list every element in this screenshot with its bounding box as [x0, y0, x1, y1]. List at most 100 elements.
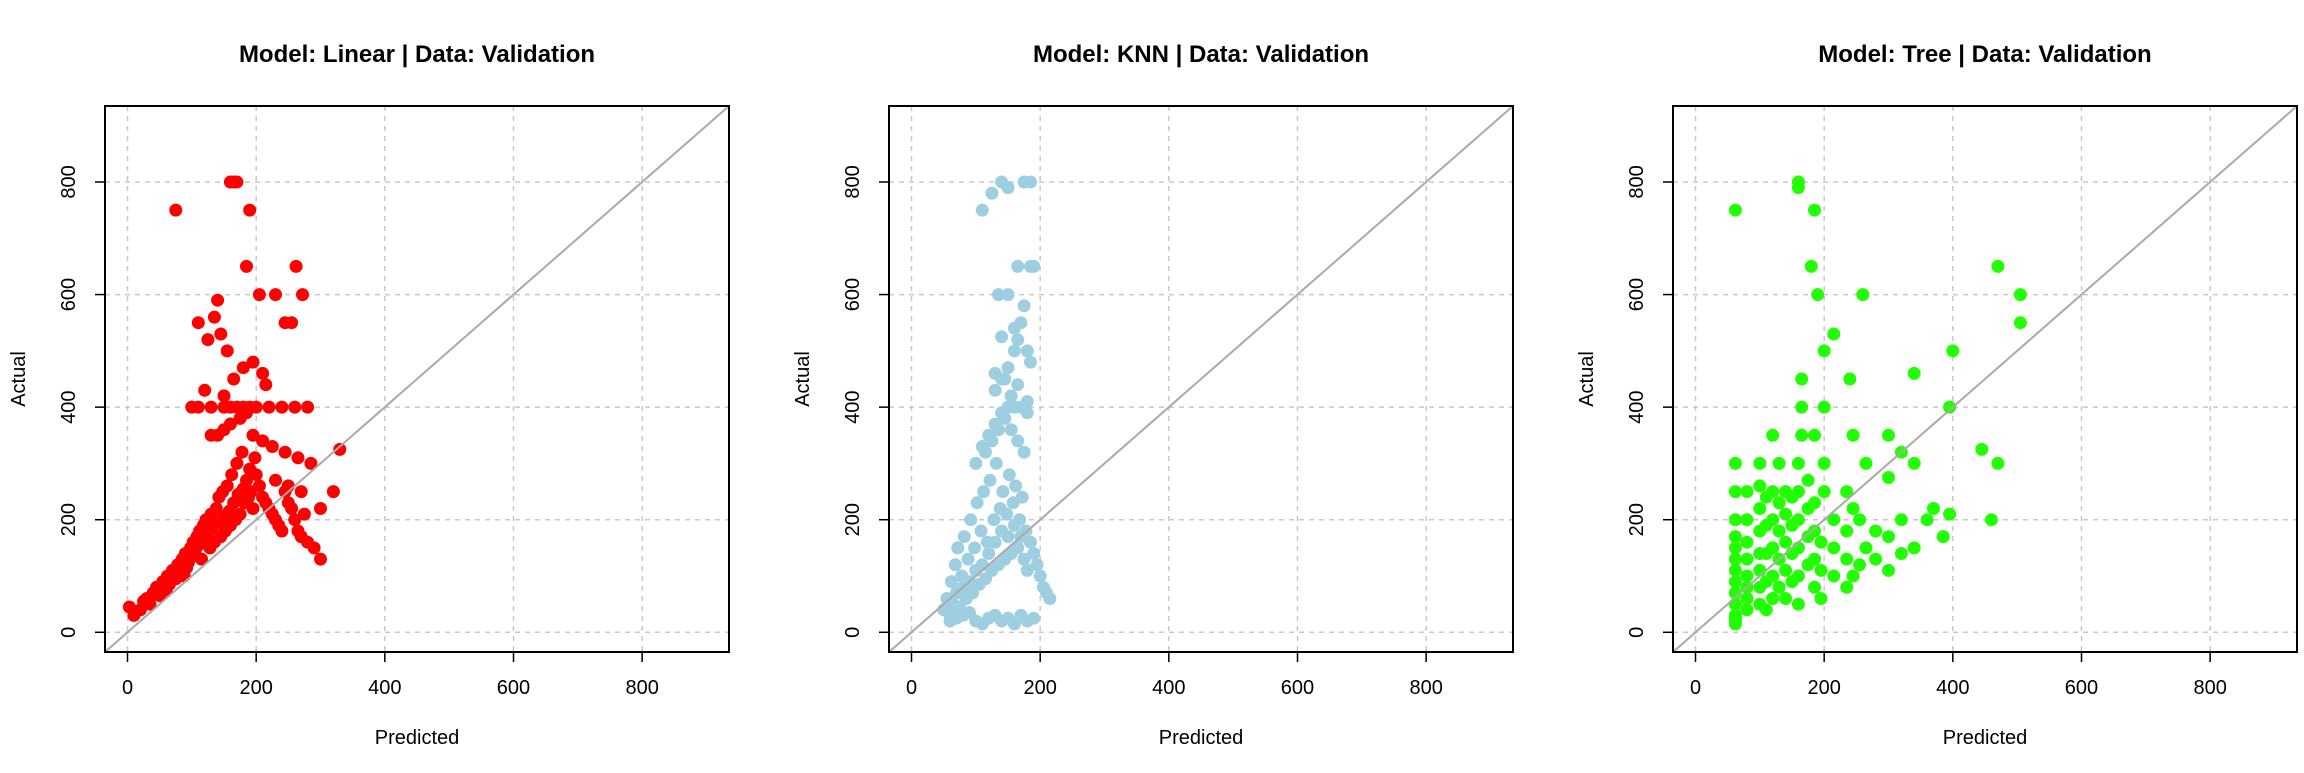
data-point — [288, 400, 302, 414]
data-point — [230, 456, 244, 470]
x-tick-label: 200 — [1023, 677, 1056, 699]
data-point — [977, 485, 991, 499]
data-point — [248, 451, 262, 465]
y-tick-label: 0 — [1626, 627, 1648, 638]
data-point — [1927, 502, 1940, 515]
data-point — [304, 456, 318, 470]
data-point — [240, 473, 253, 487]
data-point — [1779, 535, 1793, 549]
data-point — [1740, 603, 1754, 617]
data-point — [1728, 541, 1742, 555]
data-point — [1808, 580, 1821, 594]
x-tick-label: 0 — [122, 677, 133, 699]
data-point — [1827, 569, 1841, 583]
data-point — [227, 372, 241, 386]
data-point — [1011, 333, 1025, 347]
data-point — [1791, 485, 1805, 499]
data-point — [1791, 513, 1805, 527]
data-point — [269, 473, 282, 487]
data-point — [983, 473, 997, 487]
data-point — [294, 485, 308, 499]
data-point — [974, 524, 988, 538]
data-point — [1814, 535, 1828, 549]
reference-line — [104, 105, 730, 653]
data-point — [1907, 541, 1921, 555]
data-point — [169, 203, 183, 217]
data-point — [1753, 456, 1767, 470]
chart-title: Model: Linear | Data: Validation — [239, 41, 595, 68]
data-point — [1740, 535, 1754, 549]
data-point — [1840, 580, 1854, 594]
data-point — [307, 541, 321, 555]
data-point — [2013, 316, 2027, 330]
data-point — [1766, 592, 1780, 605]
data-point — [985, 434, 999, 448]
data-point — [1017, 445, 1031, 459]
data-point — [948, 558, 962, 572]
data-point — [333, 442, 347, 456]
x-tick-label: 600 — [1281, 677, 1314, 699]
y-tick-label: 600 — [1626, 278, 1648, 311]
data-point — [1740, 552, 1754, 566]
x-tick-label: 600 — [497, 677, 530, 699]
data-point — [1791, 456, 1805, 470]
data-point — [259, 378, 273, 392]
data-point — [1853, 558, 1867, 572]
data-point — [269, 288, 282, 302]
data-point — [209, 502, 223, 515]
data-point — [1740, 592, 1754, 605]
data-points — [937, 175, 1057, 631]
data-point — [1814, 563, 1828, 577]
data-point — [1853, 513, 1867, 527]
data-point — [1027, 547, 1041, 560]
data-point — [998, 411, 1012, 425]
data-point — [1943, 507, 1957, 521]
data-point — [1814, 592, 1828, 605]
scatter-panel-1: Model: Linear | Data: Validation 0 200 400 6… — [8, 41, 730, 749]
data-point — [1043, 592, 1057, 605]
data-point — [191, 400, 205, 414]
x-tick-label: 400 — [368, 677, 401, 699]
data-point — [1024, 535, 1037, 549]
y-tick-label: 800 — [1626, 165, 1648, 198]
y-tick-label: 600 — [842, 278, 864, 311]
data-point — [985, 186, 999, 200]
data-point — [1728, 611, 1742, 625]
data-point — [262, 400, 276, 414]
data-point — [243, 203, 257, 217]
data-point — [314, 502, 327, 515]
x-tick-label: 400 — [1936, 677, 1969, 699]
data-point — [1772, 580, 1786, 594]
data-point — [1882, 428, 1895, 442]
data-point — [252, 479, 266, 493]
data-point — [1001, 530, 1015, 544]
data-point — [1759, 603, 1773, 617]
y-axis-label: Actual — [1576, 351, 1598, 407]
data-point — [236, 361, 250, 375]
data-point — [204, 400, 218, 414]
data-point — [1772, 524, 1786, 538]
y-tick-label: 800 — [842, 165, 864, 198]
data-point — [1856, 288, 1870, 302]
data-point — [1811, 288, 1825, 302]
data-point — [326, 485, 340, 499]
data-point — [1795, 428, 1809, 442]
data-point — [1766, 513, 1780, 527]
data-point — [1001, 181, 1015, 195]
data-point — [1020, 563, 1034, 577]
data-point — [975, 203, 989, 217]
data-point — [1795, 400, 1809, 414]
y-axis-label: Actual — [8, 351, 30, 407]
data-point — [1024, 175, 1037, 189]
data-points — [122, 175, 347, 622]
plot-frame — [104, 105, 730, 653]
data-point — [1740, 485, 1754, 499]
data-point — [1894, 513, 1908, 527]
data-point — [1017, 552, 1031, 566]
data-point — [1859, 456, 1873, 470]
data-point — [278, 445, 292, 459]
data-point — [2013, 288, 2027, 302]
data-point — [996, 485, 1010, 499]
data-point — [246, 355, 260, 369]
